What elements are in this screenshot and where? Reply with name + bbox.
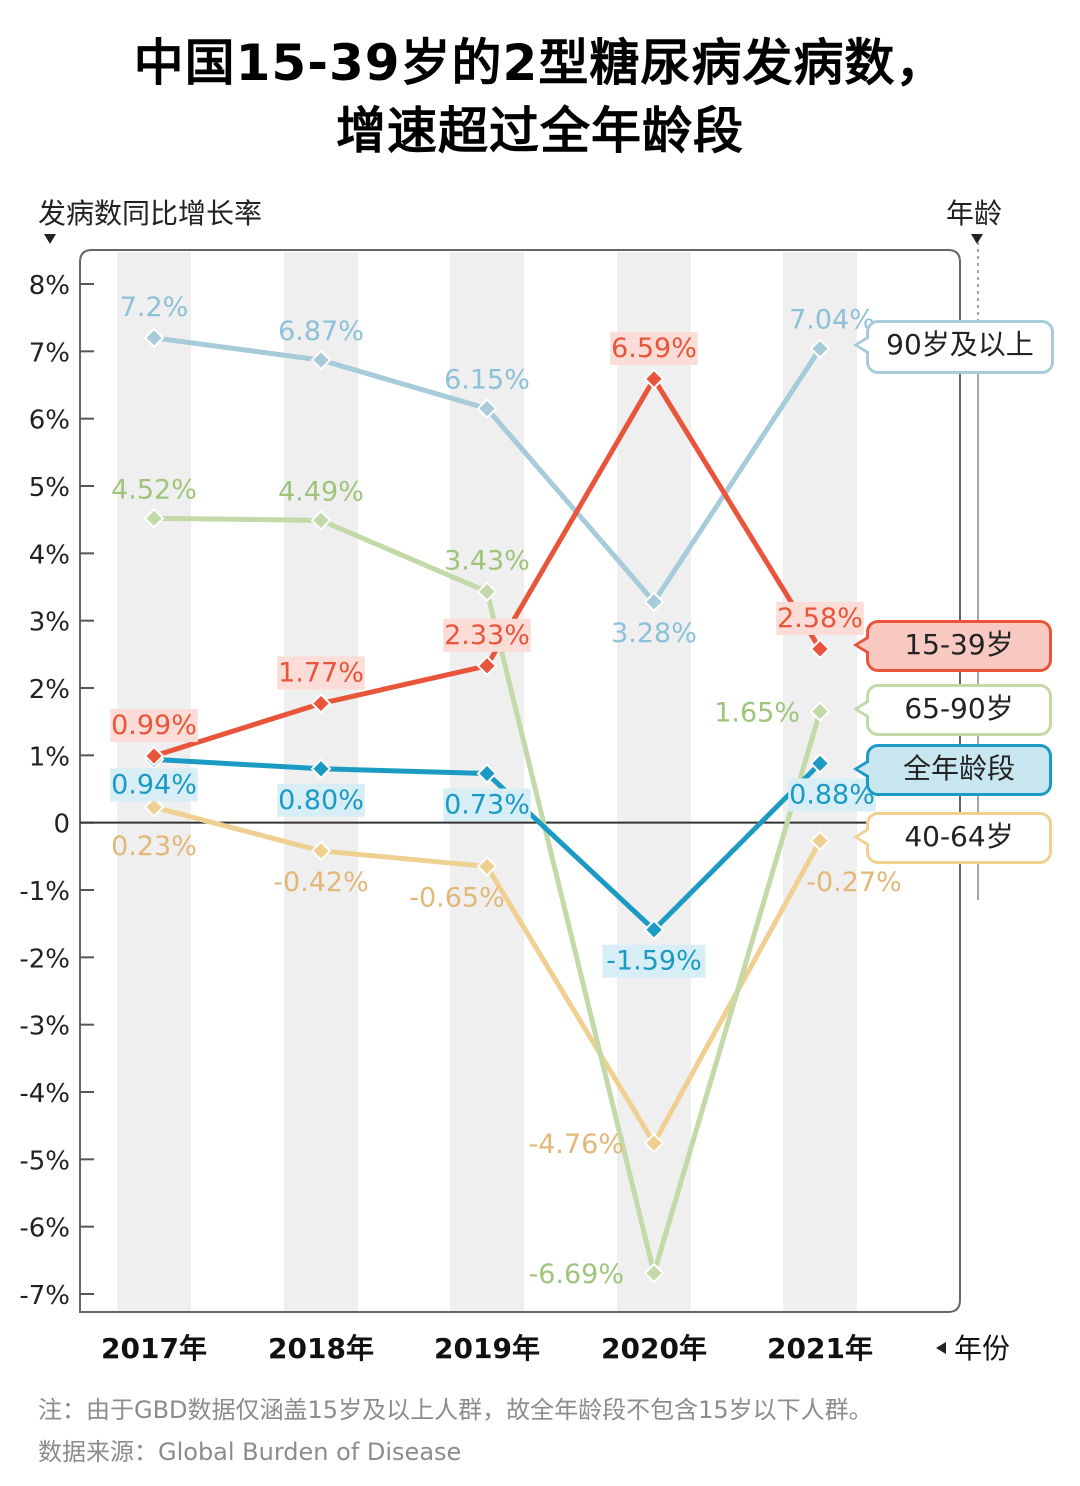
data-point-age90 <box>476 398 498 419</box>
x-tick-label: 2018年 <box>268 1332 374 1365</box>
x-axis-caption: 年份 <box>954 1332 1010 1365</box>
data-point-age40 <box>476 856 498 877</box>
data-point-age65 <box>143 507 165 529</box>
data-label-age15: 1.77% <box>278 657 364 688</box>
data-label-age90: 3.28% <box>611 618 697 649</box>
column-band <box>284 252 358 1312</box>
data-label-age15: 6.59% <box>611 333 697 364</box>
data-label-bg-age15 <box>110 709 198 743</box>
data-label-age15: 2.58% <box>777 603 863 634</box>
y-tick-label: 4% <box>29 540 70 570</box>
y-tick-label: 3% <box>29 608 70 638</box>
data-point-age15 <box>809 638 831 660</box>
y-tick-label: 2% <box>29 675 70 705</box>
x-tick-label: 2017年 <box>101 1332 207 1365</box>
data-label-age40: -0.42% <box>273 867 369 898</box>
data-label-age15: 2.33% <box>444 620 530 651</box>
data-label-age65: 3.43% <box>444 546 530 577</box>
data-label-bg-age15 <box>443 618 531 652</box>
chart-title-line-1: 中国15-39岁的2型糖尿病发病数， <box>133 34 947 92</box>
data-point-age65 <box>643 1262 665 1284</box>
data-label-age15: 0.99% <box>111 710 197 741</box>
data-label-age40: -0.27% <box>806 867 902 898</box>
legend-caption-arrow-icon <box>971 234 983 244</box>
data-point-age40 <box>143 796 165 818</box>
data-label-all: 0.88% <box>789 779 875 810</box>
y-tick-label: -6% <box>19 1214 70 1244</box>
x-tick-label: 2019年 <box>434 1332 540 1365</box>
data-label-age65: -6.69% <box>528 1259 624 1290</box>
data-point-age90 <box>643 591 665 613</box>
y-tick-label: 0 <box>53 810 70 840</box>
data-label-age40: -4.76% <box>528 1129 624 1160</box>
y-tick-label: -3% <box>19 1012 70 1042</box>
data-label-age65: 4.49% <box>278 476 364 507</box>
legend-item-age65: 65-90岁 <box>853 684 1052 736</box>
data-label-age90: 7.04% <box>789 305 875 336</box>
data-point-age90 <box>809 338 831 360</box>
data-label-all: 0.94% <box>111 769 197 800</box>
data-label-bg-all <box>277 783 365 817</box>
data-label-bg-all <box>602 944 706 978</box>
legend-item-all: 全年龄段 <box>853 744 1052 796</box>
data-label-age65: 1.65% <box>714 698 800 729</box>
data-label-age90: 7.2% <box>120 292 189 323</box>
data-label-age40: 0.23% <box>111 831 197 862</box>
data-label-all: 0.80% <box>278 785 364 816</box>
data-point-age40 <box>809 830 831 852</box>
data-point-all <box>476 763 498 784</box>
data-point-age90 <box>143 327 165 349</box>
data-point-age65 <box>476 581 498 603</box>
source-note: 数据来源：Global Burden of Disease <box>38 1438 462 1466</box>
data-label-all: -1.59% <box>606 946 702 977</box>
data-label-bg-age15 <box>277 656 365 690</box>
plot-frame <box>79 249 961 1313</box>
data-label-all: 0.73% <box>444 790 530 821</box>
data-label-bg-all <box>443 788 531 822</box>
data-label-age90: 6.87% <box>278 316 364 347</box>
y-tick-label: 7% <box>29 338 70 368</box>
y-tick-label: 6% <box>29 406 70 436</box>
data-point-age15 <box>643 368 665 390</box>
y-axis-caption-arrow-icon <box>44 234 56 244</box>
y-tick-label: -5% <box>19 1146 70 1176</box>
data-label-age65: 4.52% <box>111 474 197 505</box>
legend-item-age90: 90岁及以上 <box>853 320 1054 374</box>
data-label-bg-all <box>788 778 876 812</box>
x-tick-label: 2021年 <box>767 1332 873 1365</box>
y-tick-label: -4% <box>19 1079 70 1109</box>
y-tick-label: 5% <box>29 473 70 503</box>
data-point-age15 <box>310 693 332 714</box>
data-point-all <box>310 758 332 780</box>
data-label-bg-age15 <box>610 331 698 365</box>
data-label-bg-age15 <box>776 601 864 635</box>
data-point-age90 <box>310 349 332 371</box>
data-point-all <box>809 752 831 774</box>
data-label-age90: 6.15% <box>444 365 530 396</box>
x-axis-caption-arrow-icon <box>936 1342 946 1354</box>
footnote: 注：由于GBD数据仅涵盖15岁及以上人群，故全年龄段不包含15岁以下人群。 <box>38 1396 873 1424</box>
y-tick-label: -7% <box>19 1281 70 1311</box>
y-tick-label: -1% <box>19 877 70 907</box>
data-point-age65 <box>310 509 332 531</box>
data-point-age40 <box>643 1132 665 1154</box>
legend-item-age40: 40-64岁 <box>853 812 1052 864</box>
y-tick-label: 1% <box>29 742 70 772</box>
data-point-all <box>643 919 665 941</box>
x-tick-label: 2020年 <box>601 1332 707 1365</box>
data-label-age40: -0.65% <box>409 882 505 913</box>
data-label-bg-all <box>110 768 198 802</box>
y-tick-label: -2% <box>19 944 70 974</box>
data-point-age65 <box>809 701 831 722</box>
y-axis-caption: 发病数同比增长率 <box>38 197 263 230</box>
data-point-age40 <box>310 840 332 862</box>
y-tick-label: 8% <box>29 271 70 301</box>
legend-caption: 年龄 <box>946 197 1003 230</box>
data-point-age15 <box>143 745 165 767</box>
chart-title-line-2: 增速超过全年龄段 <box>336 102 744 160</box>
data-point-age15 <box>476 655 498 677</box>
legend-item-age15: 15-39岁 <box>853 620 1052 672</box>
